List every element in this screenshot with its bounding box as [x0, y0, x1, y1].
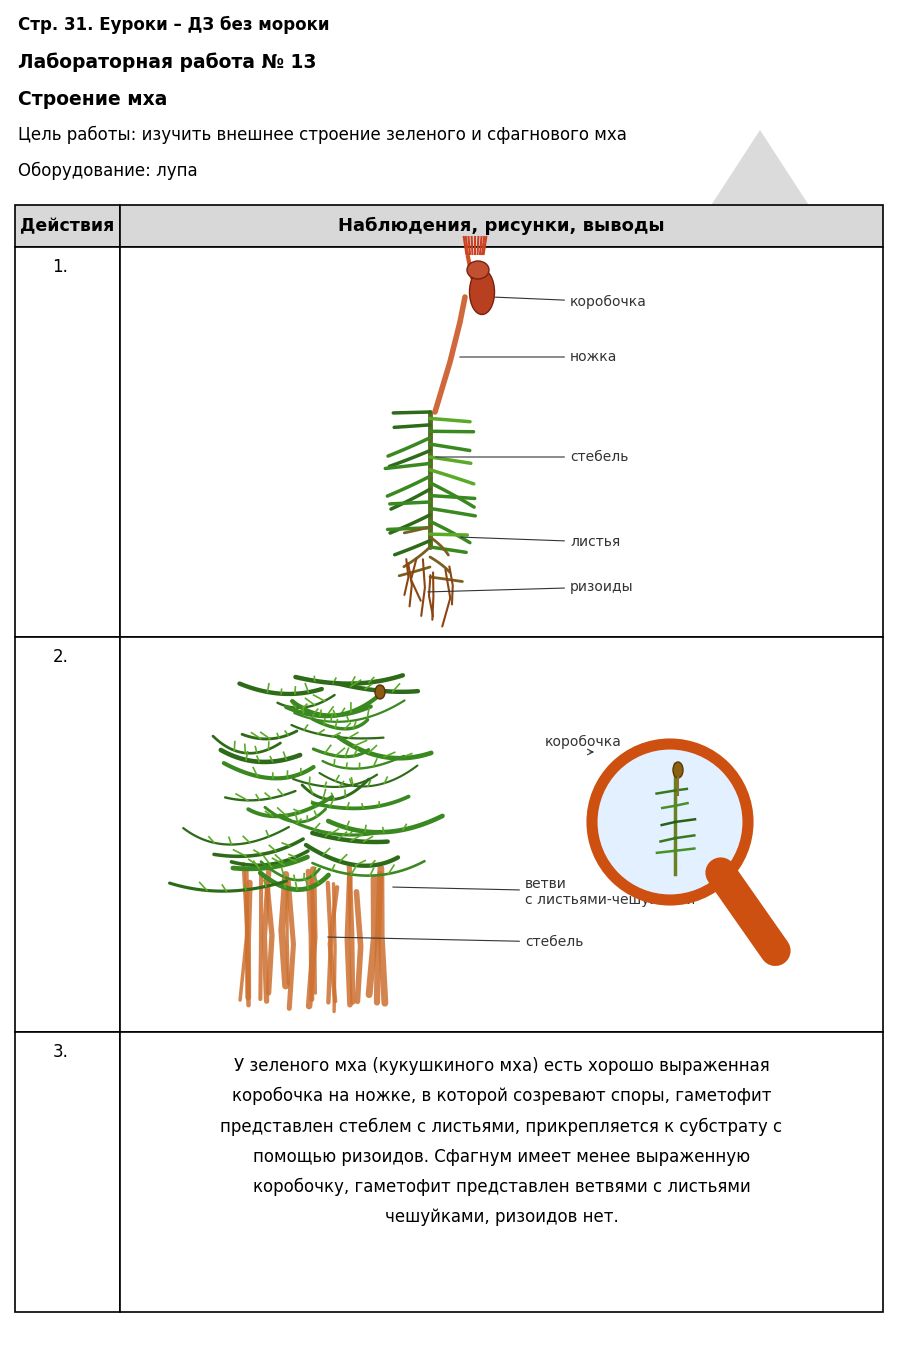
Polygon shape — [595, 421, 805, 463]
Text: коробочка: коробочка — [545, 734, 622, 752]
Polygon shape — [250, 697, 500, 855]
Bar — [120, 247, 883, 637]
Bar — [15, 247, 120, 637]
Text: стебель: стебель — [436, 450, 628, 464]
Ellipse shape — [467, 261, 489, 279]
Polygon shape — [679, 292, 721, 593]
Text: 1.: 1. — [52, 258, 68, 275]
Circle shape — [594, 747, 746, 898]
Bar — [120, 637, 883, 1031]
Text: ножка: ножка — [459, 350, 618, 365]
Polygon shape — [650, 682, 750, 832]
Polygon shape — [300, 487, 550, 637]
Text: 3.: 3. — [52, 1044, 68, 1061]
Bar — [120, 205, 883, 247]
Text: коробочка: коробочка — [494, 294, 647, 309]
Bar — [15, 205, 120, 247]
Text: ветви
с листьями-чешуйками: ветви с листьями-чешуйками — [393, 878, 695, 907]
Text: 2.: 2. — [52, 648, 68, 666]
Text: У зеленого мха (кукушкиного мха) есть хорошо выраженная
коробочка на ножке, в ко: У зеленого мха (кукушкиного мха) есть хо… — [220, 1057, 782, 1226]
Bar — [15, 637, 120, 1031]
Bar — [120, 1031, 883, 1312]
Ellipse shape — [50, 755, 210, 954]
Polygon shape — [400, 697, 700, 894]
Text: Стр. 31. Еуроки – ДЗ без мороки: Стр. 31. Еуроки – ДЗ без мороки — [18, 16, 330, 34]
Text: Наблюдения, рисунки, выводы: Наблюдения, рисунки, выводы — [338, 217, 665, 235]
Text: Лабораторная работа № 13: Лабораторная работа № 13 — [18, 53, 316, 72]
Text: ризоиды: ризоиды — [428, 580, 634, 594]
Text: Цель работы: изучить внешнее строение зеленого и сфагнового мха: Цель работы: изучить внешнее строение зе… — [18, 126, 627, 144]
Ellipse shape — [469, 270, 494, 315]
Ellipse shape — [75, 764, 185, 904]
Bar — [15, 1031, 120, 1312]
Text: стебель: стебель — [328, 936, 583, 949]
Text: Действия: Действия — [21, 217, 115, 235]
Ellipse shape — [375, 684, 385, 699]
Polygon shape — [600, 537, 883, 637]
Polygon shape — [695, 130, 825, 329]
Text: Строение мха: Строение мха — [18, 90, 167, 109]
Text: Оборудование: лупа: Оборудование: лупа — [18, 162, 198, 181]
Ellipse shape — [673, 761, 683, 778]
Text: листья: листья — [461, 535, 620, 549]
